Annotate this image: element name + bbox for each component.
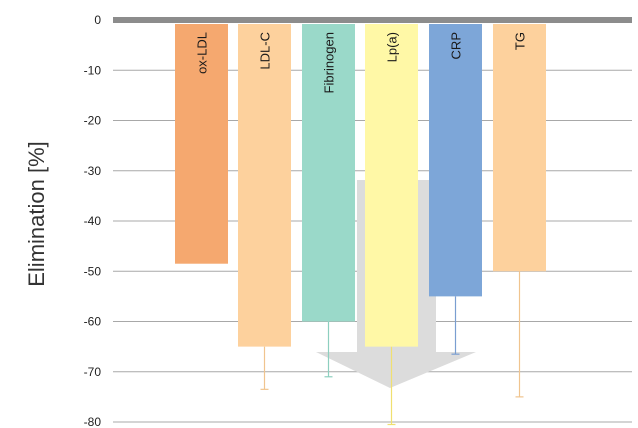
bars [175, 24, 546, 347]
error-bars [260, 271, 524, 426]
y-tick-label: -10 [84, 63, 102, 77]
bar-label: CRP [449, 32, 464, 59]
bar-lp-a [365, 24, 418, 347]
y-tick-label: -80 [84, 415, 102, 428]
y-tick-label: -50 [84, 264, 102, 278]
bar-label: Lp(a) [385, 32, 400, 62]
y-tick-label: -60 [84, 315, 102, 329]
y-tick-label: -40 [84, 214, 102, 228]
zero-axis-line [113, 17, 632, 23]
zero-line [113, 17, 632, 23]
y-tick-label: 0 [94, 13, 101, 27]
bar-crp [429, 24, 482, 297]
y-tick-label: -30 [84, 164, 102, 178]
bar-tg [493, 24, 546, 272]
bar-label: LDL-C [258, 32, 273, 70]
bar-labels: ox-LDL LDL-C Fibrinogen Lp(a) CRP TG [195, 32, 528, 93]
bar-label: ox-LDL [195, 32, 210, 74]
bar-label: TG [513, 32, 528, 50]
bar-label: Fibrinogen [322, 32, 337, 93]
y-axis-ticks: 0 -10 -20 -30 -40 -50 -60 -70 -80 [84, 13, 102, 428]
y-tick-label: -20 [84, 114, 102, 128]
bar-ldl-c [238, 24, 291, 347]
bar-fibrinogen [302, 24, 355, 322]
y-tick-label: -70 [84, 365, 102, 379]
y-axis-title: Elimination [%] [24, 141, 49, 287]
bar-ox-ldl [175, 24, 228, 264]
